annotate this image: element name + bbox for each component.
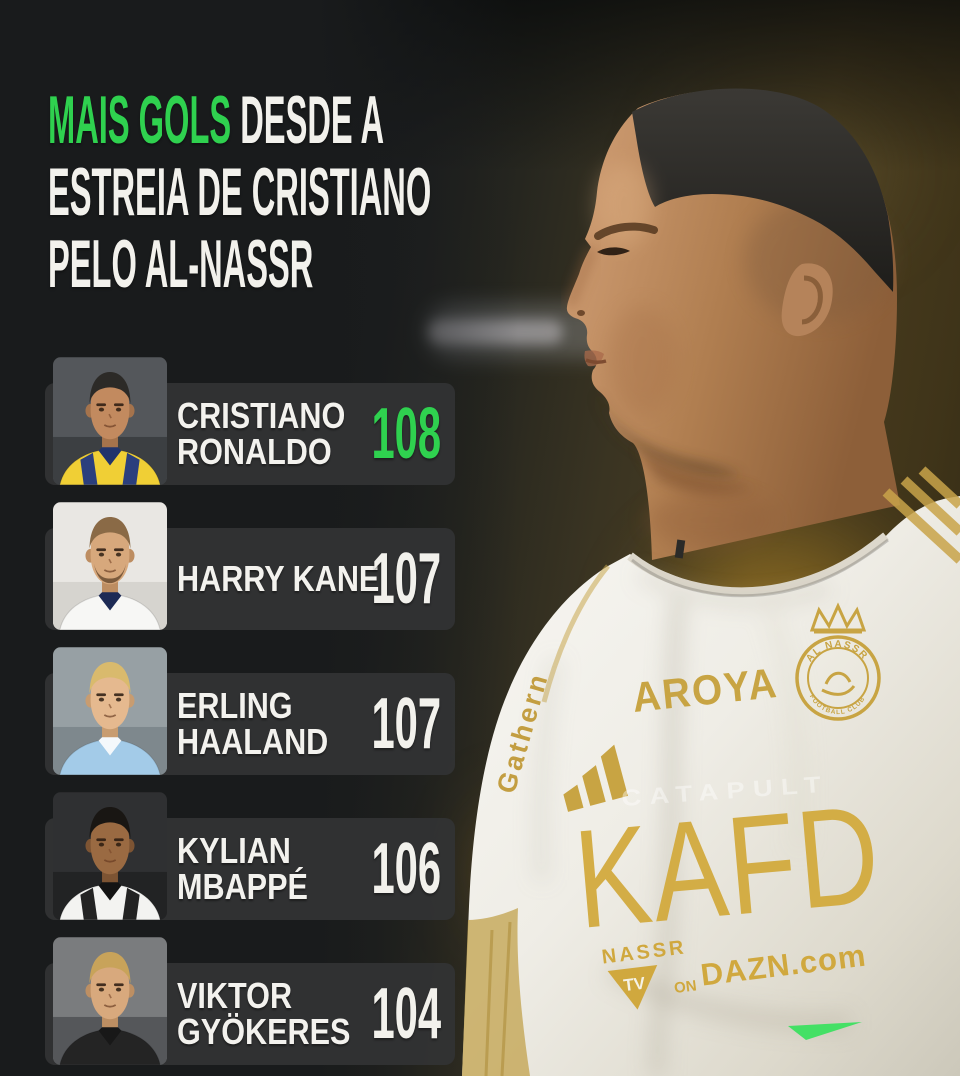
goals-value: 107 <box>371 539 441 619</box>
headline-line-2: ESTREIA DE CRISTIANO <box>48 154 432 230</box>
front-sponsor-text: KAFD <box>569 775 887 958</box>
ranking-row-2: HARRY KANE 107 <box>45 528 455 630</box>
ranking-row-1: CRISTIANO RONALDO 108 <box>45 383 455 485</box>
avatar-cristiano-ronaldo <box>53 357 167 485</box>
player-name-line: MBAPPÉ <box>177 866 308 907</box>
goals-value: 108 <box>371 394 441 474</box>
player-name: CRISTIANO RONALDO <box>177 383 375 485</box>
avatar-viktor-gyokeres <box>53 937 167 1065</box>
player-name-line: HAALAND <box>177 721 329 762</box>
svg-text:AL NASSR: AL NASSR <box>804 639 870 664</box>
badge-on-text: ON <box>673 977 697 997</box>
player-name-line: GYÖKERES <box>177 1011 351 1052</box>
crest-top-text: AL NASSR <box>804 639 868 664</box>
goals-value: 104 <box>371 974 441 1054</box>
goals-value: 106 <box>371 829 441 909</box>
avatar-kylian-mbappe <box>53 792 167 920</box>
ronaldo-jersey: Gathern AROYA AL NASSR FOOTBALL CLUB <box>462 466 960 1076</box>
ranking-row-3: ERLING HAALAND 107 <box>45 673 455 775</box>
stadium-lights-blur <box>428 320 563 344</box>
badge-tv-text: TV <box>622 974 647 996</box>
player-name-line: CRISTIANO <box>177 395 346 436</box>
avatar-erling-haaland <box>53 647 167 775</box>
player-name-line: RONALDO <box>177 431 332 472</box>
adidas-logo-icon <box>563 744 628 812</box>
sleeve-brand-text: Gathern <box>491 669 554 797</box>
player-name-line: KYLIAN <box>177 830 291 871</box>
crest-bottom-text: FOOTBALL CLUB <box>808 693 866 716</box>
headline-rest: DESDE A <box>231 82 385 158</box>
ranking-row-4: KYLIAN MBAPPÉ 106 <box>45 818 455 920</box>
headline-line-3: PELO AL-NASSR <box>48 226 314 302</box>
headline: MAIS GOLS DESDE A ESTREIA DE CRISTIANO P… <box>48 84 846 300</box>
ranking-row-5: VIKTOR GYÖKERES 104 <box>45 963 455 1065</box>
headline-highlight: MAIS GOLS <box>48 82 232 158</box>
player-name-line: ERLING <box>177 685 293 726</box>
player-name: VIKTOR GYÖKERES <box>177 963 381 1065</box>
stadium-stand-blur <box>424 304 664 358</box>
al-nassr-crest-icon: AL NASSR FOOTBALL CLUB <box>795 602 881 721</box>
chest-sponsor-text: AROYA <box>630 659 780 721</box>
goals-value: 107 <box>371 684 441 764</box>
svg-text:FOOTBALL CLUB: FOOTBALL CLUB <box>808 693 867 716</box>
tv-triangle-icon <box>607 964 658 1010</box>
vest-brand-text: CATAPULT <box>621 771 830 811</box>
broadcaster-lockup: NASSR TV ON DAZN.com <box>601 936 868 1010</box>
player-name: KYLIAN MBAPPÉ <box>177 818 331 920</box>
headline-line-1: MAIS GOLS DESDE A <box>48 84 431 156</box>
player-name-line: HARRY KANE <box>177 558 380 599</box>
player-name: ERLING HAALAND <box>177 673 355 775</box>
stadium-bokeh-gold <box>540 420 960 860</box>
player-name-line: VIKTOR <box>177 975 293 1016</box>
green-streak <box>788 1022 862 1040</box>
broadcaster-text: DAZN.com <box>699 938 868 993</box>
badge-nassr-text: NASSR <box>601 936 688 968</box>
avatar-harry-kane <box>53 502 167 630</box>
